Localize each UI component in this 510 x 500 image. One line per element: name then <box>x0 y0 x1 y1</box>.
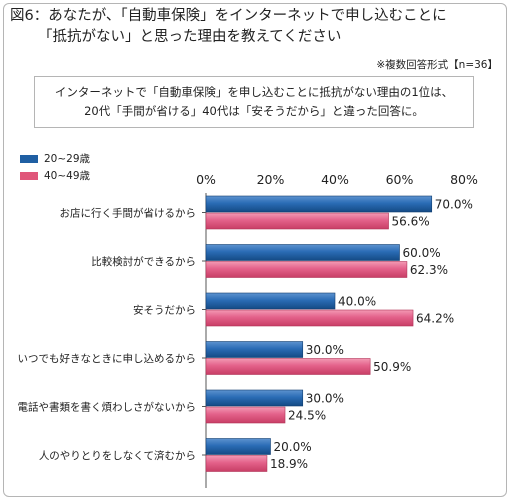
bar-series-2 <box>205 309 414 327</box>
legend-item-series-1: 20~29歳 <box>20 151 90 166</box>
data-label: 64.2% <box>416 312 454 326</box>
category-label: 電話や書類を書く煩わしさがないから <box>18 401 197 414</box>
data-label: 30.0% <box>306 392 344 406</box>
x-tick-label: 40% <box>321 172 349 187</box>
bar-series-1 <box>205 195 433 213</box>
x-tick-label: 0% <box>196 172 216 187</box>
summary-line2: 20代「手間が省ける」40代は「安そうだから」と違った回答に。 <box>84 104 424 118</box>
summary-box: インターネットで「自動車保険」を申し込むことに抵抗がない理由の1位は、 20代「… <box>34 76 474 128</box>
data-label: 70.0% <box>435 198 473 212</box>
data-label: 56.6% <box>392 215 430 229</box>
chart-title: 図6：あなたが、「自動車保険」をインターネットで申し込むことに 「抵抗がない」と… <box>10 6 500 48</box>
chart-title-line2: 「抵抗がない」と思った理由を教えてください <box>38 29 342 45</box>
data-label: 24.5% <box>288 409 326 423</box>
bar-series-1 <box>205 292 336 310</box>
bar-series-2 <box>205 406 286 424</box>
x-tick-label: 80% <box>450 172 478 187</box>
bar-series-2 <box>205 358 371 375</box>
category-label: いつでも好きなときに申し込めるから <box>18 352 197 365</box>
data-label: 20.0% <box>274 440 312 454</box>
data-label: 18.9% <box>270 457 308 471</box>
data-label: 62.3% <box>410 263 448 277</box>
x-tick-label: 60% <box>386 172 414 187</box>
x-tick-label: 20% <box>257 172 285 187</box>
bar-series-2 <box>205 261 408 278</box>
data-label: 40.0% <box>338 295 376 309</box>
legend-swatch-series-2 <box>20 171 38 180</box>
category-label: 安そうだから <box>133 304 196 317</box>
legend-item-series-2: 40~49歳 <box>20 168 90 183</box>
summary-line1: インターネットで「自動車保険」を申し込むことに抵抗がない理由の1位は、 <box>54 85 454 99</box>
sample-size-note: ※複数回答形式【n=36】 <box>376 59 498 71</box>
category-label: 人のやりとりをしなくて済むから <box>39 449 196 462</box>
data-label: 60.0% <box>403 246 441 260</box>
legend-swatch-series-1 <box>20 154 38 163</box>
data-label: 30.0% <box>306 343 344 357</box>
bar-series-1 <box>205 389 304 407</box>
chart-title-line1: 図6：あなたが、「自動車保険」をインターネットで申し込むことに <box>10 8 447 24</box>
bar-series-1 <box>205 438 271 455</box>
category-label: お店に行く手間が省けるから <box>60 207 197 220</box>
bar-series-1 <box>205 244 400 261</box>
legend-label-series-2: 40~49歳 <box>44 170 91 182</box>
category-label: 比較検討ができるから <box>91 255 196 268</box>
bar-series-2 <box>205 212 389 230</box>
legend-label-series-1: 20~29歳 <box>44 153 91 165</box>
bar-series-2 <box>205 455 268 472</box>
data-label: 50.9% <box>373 360 411 374</box>
bar-series-1 <box>205 341 304 358</box>
